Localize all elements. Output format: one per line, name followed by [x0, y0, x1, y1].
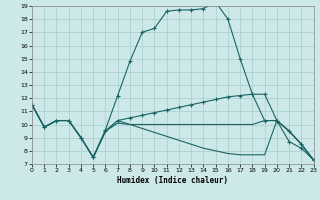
X-axis label: Humidex (Indice chaleur): Humidex (Indice chaleur): [117, 176, 228, 185]
